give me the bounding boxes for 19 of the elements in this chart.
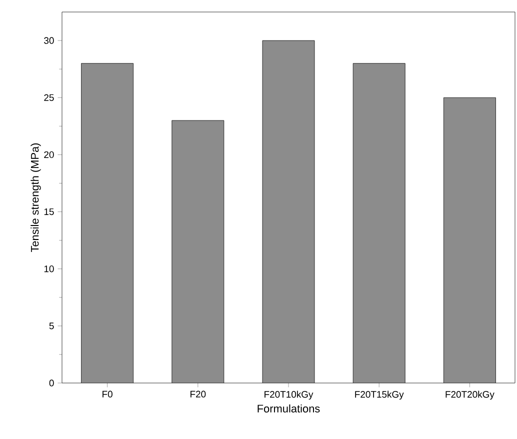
y-tick-label: 0 [49,380,54,386]
bar [81,63,134,383]
bar [444,97,496,383]
x-tick-label: F20T20kGy [446,390,494,400]
x-axis-title: Formulations [258,404,320,412]
bar [172,120,224,383]
y-tick-label: 5 [49,322,54,330]
bar [262,40,315,383]
y-axis-title: Tensile strength (MPa) [30,143,41,252]
x-tick-label: F20T15kGy [355,390,404,400]
y-tick-label: 15 [44,208,54,216]
y-tick-label: 30 [44,37,54,44]
x-tick-label: F0 [102,390,112,398]
bar [352,63,406,383]
x-tick-label: F20T10kGy [264,390,314,400]
y-tick-label: 10 [44,265,54,272]
y-tick-label: 25 [44,94,54,101]
y-tick-label: 20 [44,151,54,158]
x-tick-label: F20 [190,390,206,398]
